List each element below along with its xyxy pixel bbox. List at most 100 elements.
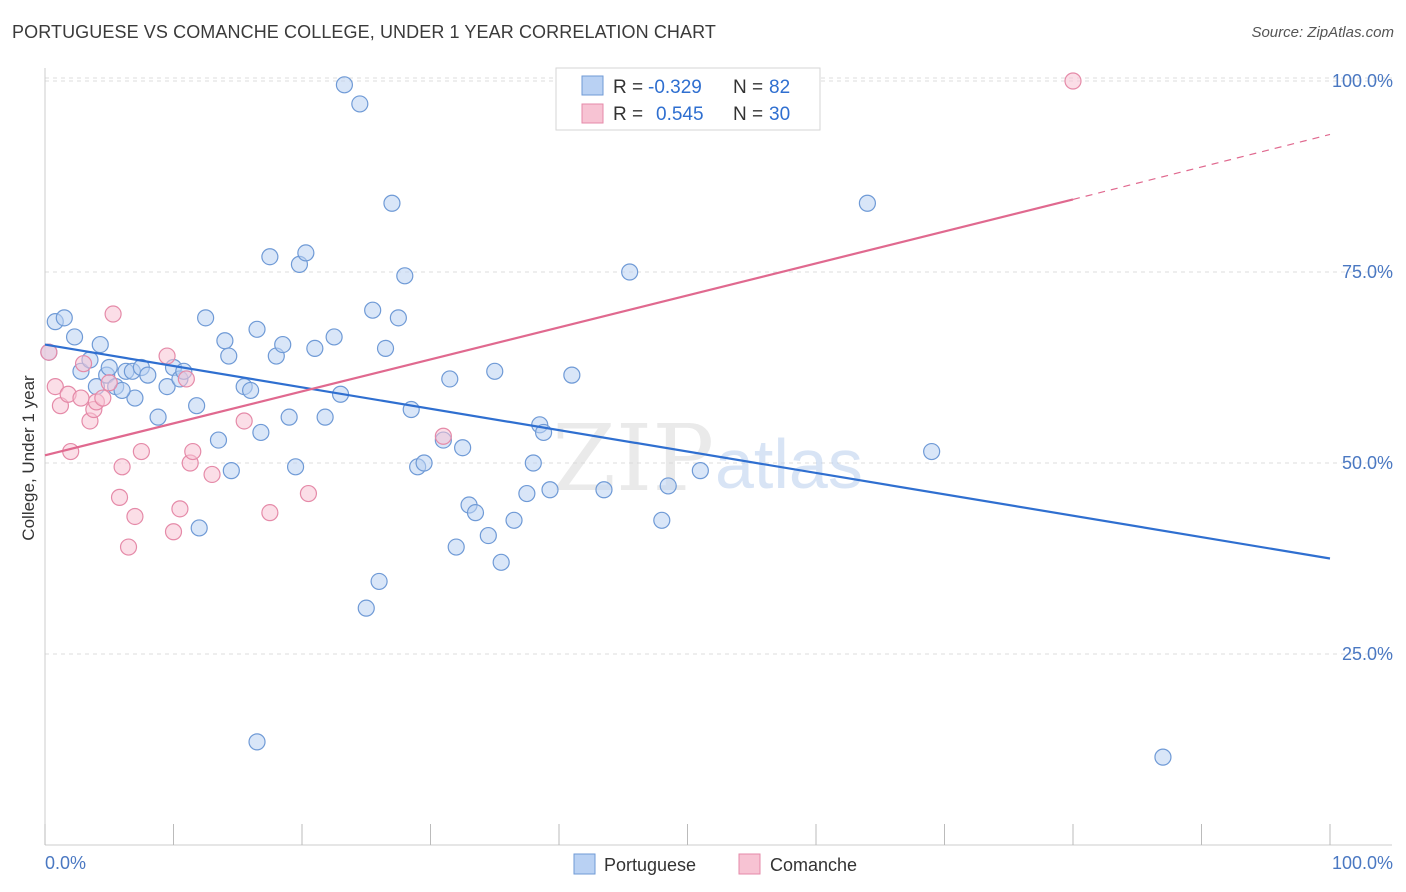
watermark-zip: ZIP bbox=[552, 405, 714, 512]
portuguese-point bbox=[65, 328, 84, 346]
legend-n-value-comanche: 30 bbox=[769, 104, 790, 125]
comanche-point bbox=[74, 355, 93, 373]
series-portuguese-points bbox=[40, 72, 1172, 766]
portuguese-point bbox=[454, 439, 472, 457]
portuguese-point bbox=[325, 328, 343, 346]
comanche-point bbox=[1064, 72, 1082, 90]
chart-title: PORTUGUESE VS COMANCHE COLLEGE, UNDER 1 … bbox=[12, 22, 717, 42]
portuguese-point bbox=[1154, 748, 1172, 766]
portuguese-point bbox=[252, 423, 270, 442]
portuguese-point bbox=[415, 454, 433, 472]
comanche-point bbox=[46, 378, 64, 396]
legend-r-label-portuguese: R = bbox=[613, 77, 643, 98]
portuguese-point bbox=[563, 366, 581, 384]
comanche-point bbox=[94, 389, 112, 407]
trend-line-portuguese bbox=[44, 343, 1331, 560]
portuguese-point bbox=[351, 95, 369, 113]
portuguese-point bbox=[220, 347, 238, 365]
watermark-atlas: atlas bbox=[715, 425, 863, 503]
portuguese-point bbox=[505, 511, 523, 529]
portuguese-point bbox=[149, 408, 167, 426]
portuguese-point bbox=[486, 362, 504, 380]
x-ticks: 0.0% 100.0% bbox=[44, 824, 1393, 873]
bottom-legend-swatch-portuguese bbox=[573, 853, 596, 875]
y-tick-label: 100.0% bbox=[1332, 71, 1393, 91]
y-axis-label: College, Under 1 year bbox=[19, 375, 38, 541]
portuguese-point bbox=[100, 358, 118, 377]
comanche-point bbox=[299, 484, 318, 503]
portuguese-point bbox=[447, 538, 465, 556]
portuguese-point bbox=[188, 397, 206, 415]
legend-n-value-portuguese: 82 bbox=[769, 77, 790, 98]
portuguese-point bbox=[126, 389, 144, 407]
grid-layer bbox=[45, 77, 1392, 655]
comanche-point bbox=[126, 507, 144, 526]
chart-source: Source: ZipAtlas.com bbox=[1251, 24, 1394, 41]
comanche-point bbox=[434, 427, 452, 445]
portuguese-point bbox=[274, 335, 292, 354]
portuguese-point bbox=[653, 511, 671, 529]
x-tick-label: 100.0% bbox=[1332, 853, 1393, 873]
portuguese-point bbox=[441, 370, 459, 388]
portuguese-point bbox=[216, 332, 234, 350]
portuguese-point bbox=[55, 309, 73, 327]
legend-n-label-portuguese: N = bbox=[733, 77, 763, 98]
portuguese-point bbox=[261, 248, 279, 266]
portuguese-point bbox=[113, 381, 131, 400]
bottom-legend-swatch-comanche bbox=[738, 853, 761, 875]
portuguese-point bbox=[541, 481, 559, 499]
comanche-point bbox=[100, 374, 118, 392]
portuguese-point bbox=[297, 244, 315, 262]
portuguese-point bbox=[197, 309, 215, 327]
watermark: ZIP atlas bbox=[552, 405, 863, 512]
portuguese-point bbox=[357, 599, 375, 617]
correlation-legend: R = -0.329 N = 82 R = 0.545 N = 30 bbox=[555, 67, 821, 131]
portuguese-point bbox=[209, 431, 228, 449]
axis-layer bbox=[44, 68, 1392, 846]
portuguese-point bbox=[91, 335, 109, 354]
y-tick-label: 25.0% bbox=[1342, 644, 1393, 664]
comanche-point bbox=[177, 370, 195, 388]
portuguese-point bbox=[190, 519, 208, 537]
comanche-point bbox=[62, 442, 80, 461]
portuguese-point bbox=[158, 378, 176, 396]
portuguese-point bbox=[659, 477, 677, 495]
portuguese-point bbox=[524, 454, 542, 472]
legend-swatch-portuguese bbox=[581, 75, 604, 96]
y-tick-label: 75.0% bbox=[1342, 262, 1393, 282]
portuguese-point bbox=[222, 462, 240, 480]
comanche-point bbox=[158, 347, 176, 365]
portuguese-point bbox=[286, 458, 305, 476]
comanche-point bbox=[184, 442, 202, 461]
y-tick-label: 50.0% bbox=[1342, 453, 1393, 473]
portuguese-point bbox=[306, 339, 324, 357]
comanche-point bbox=[203, 465, 221, 484]
portuguese-point bbox=[248, 733, 266, 751]
legend-r-value-portuguese: -0.329 bbox=[648, 77, 702, 98]
portuguese-point bbox=[923, 442, 941, 461]
trend-lines bbox=[44, 133, 1331, 560]
comanche-point bbox=[171, 500, 189, 518]
portuguese-point bbox=[139, 366, 157, 384]
legend-n-label-comanche: N = bbox=[733, 104, 763, 125]
comanche-point bbox=[72, 389, 90, 407]
portuguese-point bbox=[383, 194, 401, 212]
comanche-point bbox=[119, 538, 138, 556]
trend-line-comanche bbox=[44, 198, 1074, 457]
comanche-point bbox=[261, 504, 279, 522]
portuguese-point bbox=[364, 301, 382, 319]
portuguese-point bbox=[248, 320, 266, 338]
portuguese-point bbox=[479, 526, 497, 545]
portuguese-point bbox=[335, 76, 354, 94]
portuguese-point bbox=[595, 481, 613, 499]
comanche-point bbox=[164, 523, 183, 541]
comanche-point bbox=[235, 412, 253, 430]
portuguese-point bbox=[370, 572, 388, 591]
series-comanche-points bbox=[40, 72, 1082, 556]
portuguese-point bbox=[389, 309, 407, 327]
portuguese-point bbox=[396, 267, 414, 285]
portuguese-point bbox=[621, 263, 639, 281]
trend-line-comanche-extension bbox=[1072, 133, 1331, 201]
